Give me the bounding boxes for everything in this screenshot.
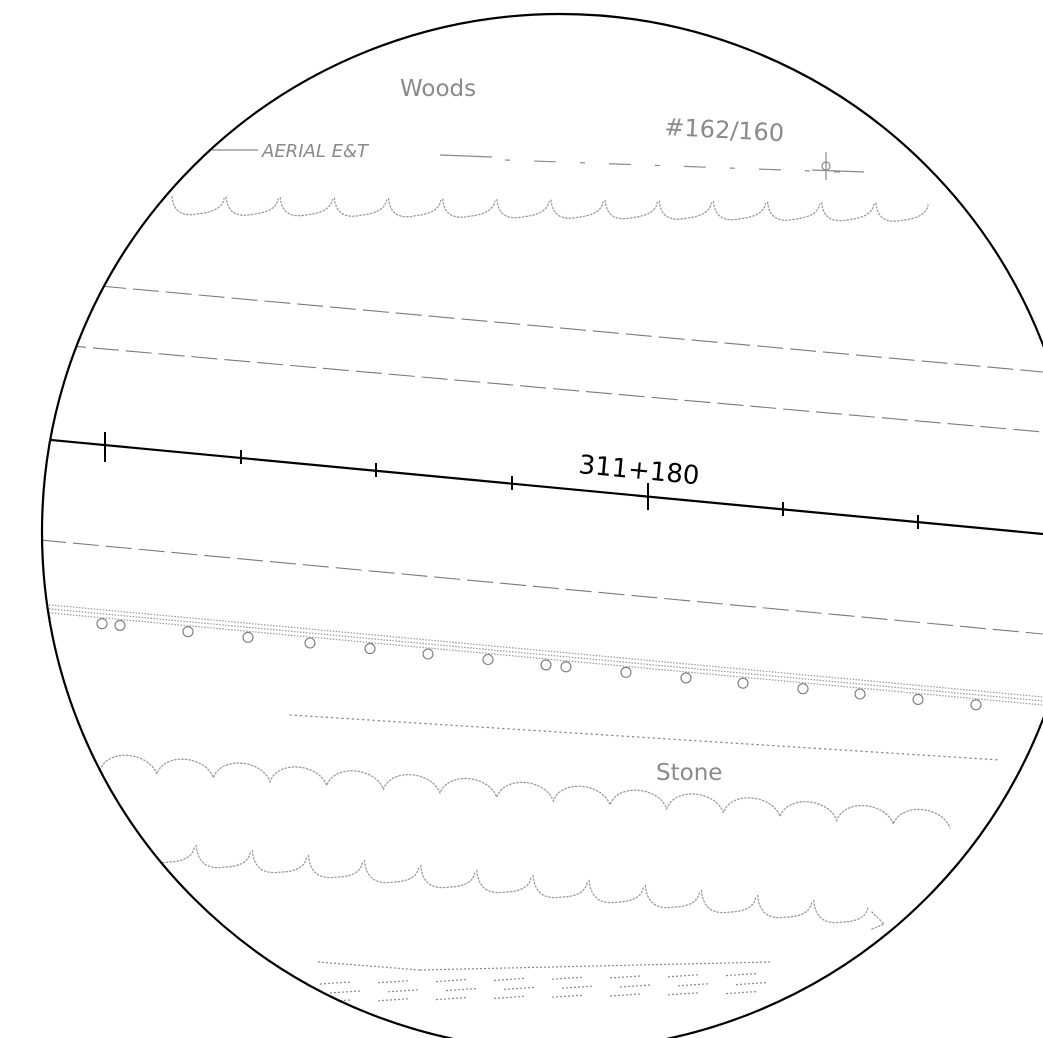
dotted-line	[289, 714, 1001, 761]
bottom-dash	[609, 993, 641, 997]
bottom-line	[419, 961, 771, 971]
guardrail-post	[970, 699, 982, 711]
bottom-dash	[725, 973, 757, 977]
guardrail-post	[304, 637, 316, 649]
guardrail-post	[560, 661, 572, 673]
edge-of-pavement-line-1	[99, 285, 1043, 373]
guardrail-post	[422, 648, 434, 660]
guardrail-post	[620, 666, 632, 678]
stone-label: Stone	[656, 760, 722, 786]
bottom-dash	[319, 981, 351, 985]
bottom-dash	[493, 977, 525, 981]
edge-of-pavement-line-3	[42, 539, 1043, 635]
bottom-dash	[609, 975, 641, 979]
guardrail-post	[114, 619, 126, 631]
bottom-dash	[561, 985, 593, 989]
guardrail-post	[182, 626, 194, 638]
station-label: 311+180	[577, 450, 700, 491]
pole-number-label: #162/160	[664, 113, 785, 147]
guardrail	[42, 603, 1043, 711]
plan-circle-border	[41, 13, 1043, 1038]
bottom-dash	[319, 999, 351, 1003]
bottom-dash	[493, 995, 525, 999]
bottom-dash	[503, 986, 535, 990]
guardrail-post	[912, 693, 924, 705]
aerial-line-label: AERIAL E&T	[261, 141, 370, 162]
guardrail-post	[540, 659, 552, 671]
bottom-dash	[377, 980, 409, 984]
woods-label: Woods	[400, 76, 476, 102]
bottom-dash	[667, 974, 699, 978]
bottom-dash	[725, 991, 757, 995]
guardrail-post	[364, 643, 376, 655]
guardrail-post	[854, 688, 866, 700]
guardrail-post	[96, 618, 108, 630]
bottom-dash	[735, 982, 767, 986]
bottom-dash	[667, 992, 699, 996]
guardrail-post	[797, 683, 809, 695]
bottom-dash	[619, 984, 651, 988]
bottom-dash-group	[319, 973, 767, 1003]
guardrail-post	[242, 631, 254, 643]
woods-edge-line	[171, 195, 929, 222]
bottom-dash	[435, 979, 467, 983]
bottom-dash	[677, 983, 709, 987]
bottom-dash	[435, 997, 467, 1001]
bottom-dash	[387, 989, 419, 993]
woods-edge-line-lower	[139, 839, 869, 924]
stone-wall-line	[99, 754, 951, 829]
bottom-dash	[551, 976, 583, 980]
station-ticks	[104, 432, 919, 529]
bottom-dash	[551, 994, 583, 998]
bottom-dash	[377, 998, 409, 1002]
aerial-line-dash-b	[439, 154, 493, 158]
utility-pole-icon	[811, 152, 865, 180]
woods-edge-end-mark	[869, 911, 886, 931]
bottom-dash	[445, 988, 477, 992]
aerial-line-continuation	[504, 159, 841, 173]
baseline-centerline	[42, 436, 1043, 536]
guardrail-post	[482, 653, 494, 666]
bottom-dash	[329, 990, 361, 994]
bottom-line	[317, 961, 421, 971]
guardrail-post	[737, 677, 749, 689]
guardrail-post	[680, 672, 692, 684]
